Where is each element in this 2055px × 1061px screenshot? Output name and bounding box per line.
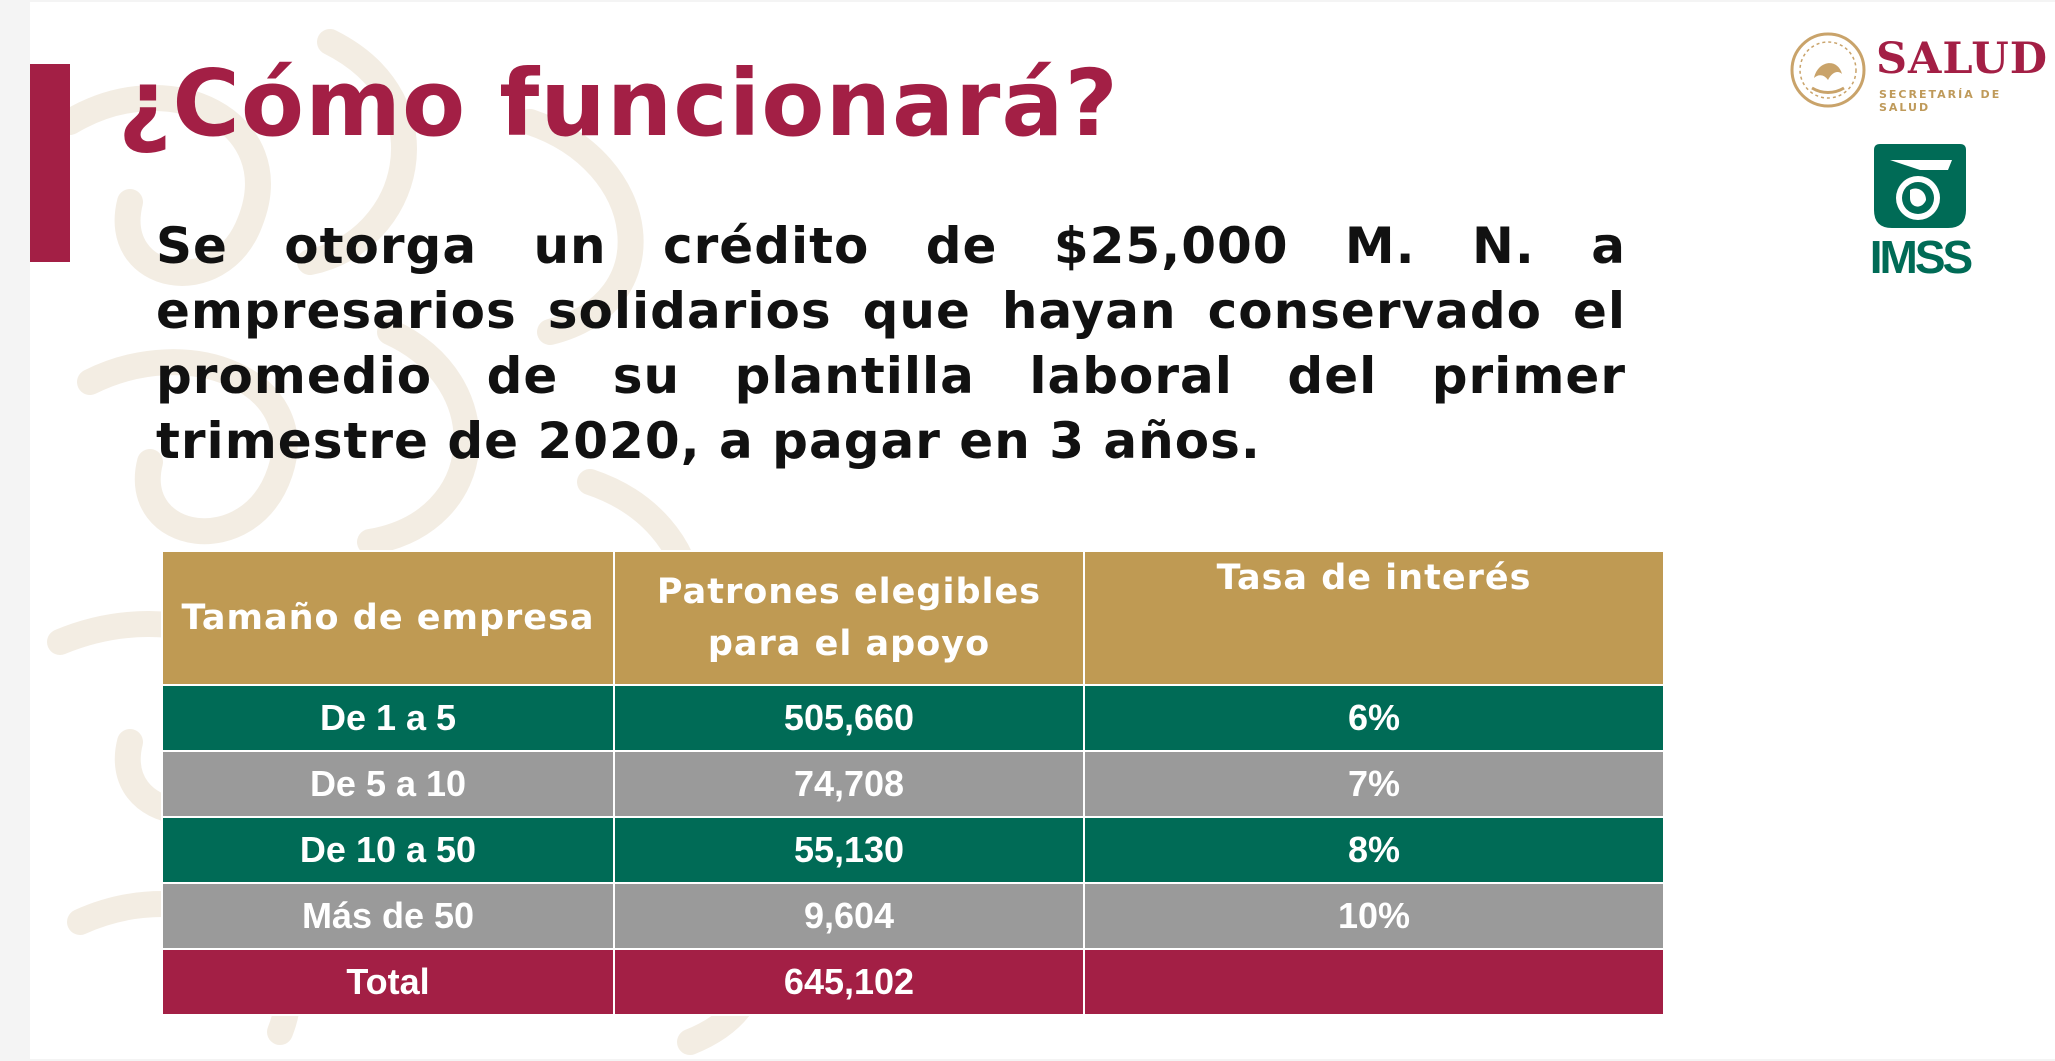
salud-subtitle: SECRETARÍA DE SALUD	[1879, 88, 2002, 114]
table-row: Más de 50 9,604 10%	[161, 882, 1665, 950]
credit-table: Tamaño de empresa Patrones elegibles par…	[161, 550, 1665, 1016]
cell-size: De 10 a 50	[161, 816, 615, 884]
cell-size: Más de 50	[161, 882, 615, 950]
imss-emblem-icon	[1874, 144, 1966, 228]
cell-eligible: 9,604	[613, 882, 1085, 950]
table-header-row: Tamaño de empresa Patrones elegibles par…	[161, 550, 1665, 686]
table-row: De 10 a 50 55,130 8%	[161, 816, 1665, 884]
cell-eligible: 55,130	[613, 816, 1085, 884]
cell-size: De 1 a 5	[161, 684, 615, 752]
total-eligible: 645,102	[613, 948, 1085, 1016]
salud-logo: SALUD SECRETARÍA DE SALUD	[1788, 30, 2048, 114]
slide: ¿Cómo funcionará? Se otorga un crédito d…	[30, 2, 2055, 1059]
cell-rate: 8%	[1083, 816, 1665, 884]
page-title: ¿Cómo funcionará?	[118, 50, 1119, 157]
mexico-seal-icon	[1790, 32, 1866, 108]
header-rate: Tasa de interés	[1083, 550, 1665, 686]
total-label: Total	[161, 948, 615, 1016]
imss-logo: IMSS	[1860, 140, 1980, 283]
cell-size: De 5 a 10	[161, 750, 615, 818]
total-rate	[1083, 948, 1665, 1016]
cell-eligible: 505,660	[613, 684, 1085, 752]
table-row: De 1 a 5 505,660 6%	[161, 684, 1665, 752]
table-total-row: Total 645,102	[161, 948, 1665, 1016]
cell-rate: 6%	[1083, 684, 1665, 752]
salud-wordmark: SALUD	[1876, 34, 2049, 84]
header-size: Tamaño de empresa	[161, 550, 615, 686]
imss-wordmark: IMSS	[1869, 231, 1973, 283]
body-paragraph: Se otorga un crédito de $25,000 M. N. a …	[156, 217, 1626, 470]
accent-bar	[30, 64, 70, 262]
header-eligible: Patrones elegibles para el apoyo	[613, 550, 1085, 686]
cell-rate: 7%	[1083, 750, 1665, 818]
table-row: De 5 a 10 74,708 7%	[161, 750, 1665, 818]
cell-rate: 10%	[1083, 882, 1665, 950]
cell-eligible: 74,708	[613, 750, 1085, 818]
